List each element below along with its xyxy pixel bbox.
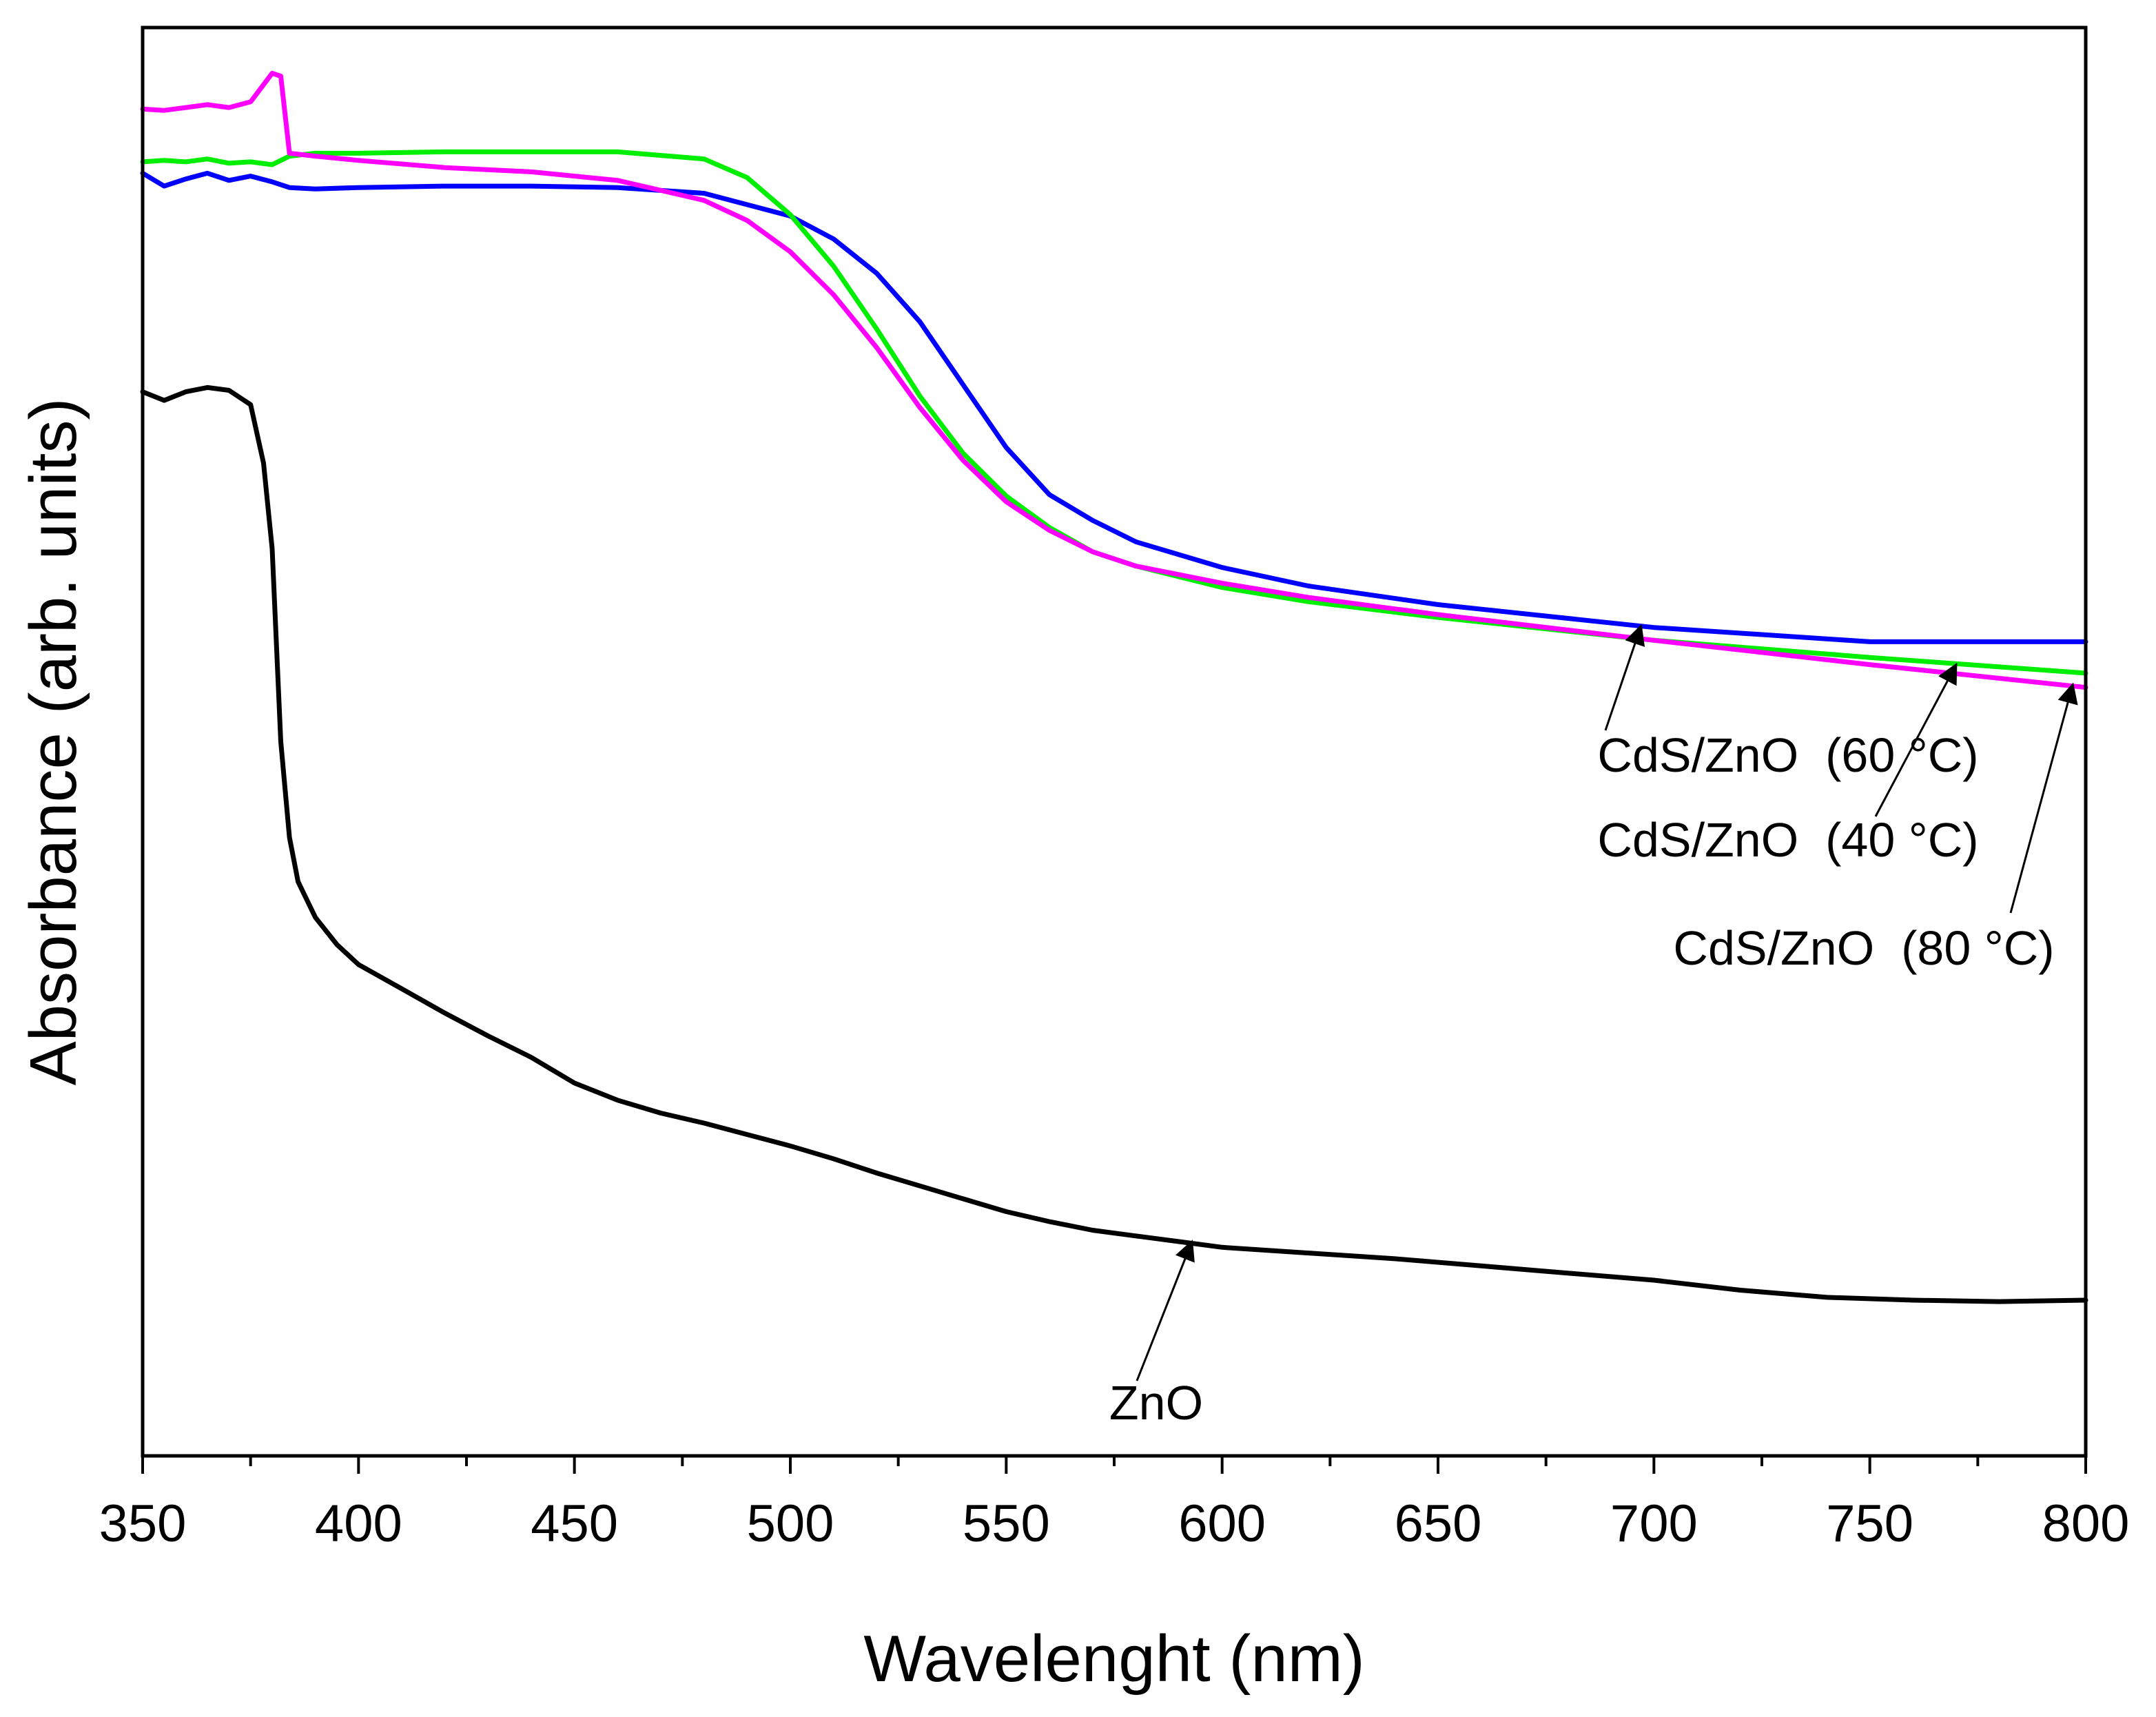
series-line-zno	[140, 384, 2088, 1304]
annotation-label-cds-zno-40-c: CdS/ZnO (40 °C)	[1597, 813, 1978, 867]
series-line-cds-zno-60-c	[140, 170, 2088, 644]
annotation-label-zno: ZnO	[1109, 1376, 1203, 1430]
x-tick-label: 800	[2042, 1494, 2130, 1553]
x-tick-label: 600	[1178, 1494, 1266, 1553]
series-line-cds-zno-40-c	[140, 149, 2088, 676]
x-tick-label: 350	[99, 1494, 187, 1553]
annotation-layer: ZnO CdS/ZnO (60 °C) CdS/ZnO (40 °C) CdS/ZnO…	[1109, 624, 2078, 1430]
x-tick-label: 450	[531, 1494, 618, 1553]
x-tick-label: 750	[1826, 1494, 1913, 1553]
series-line-cds-zno-80-c	[140, 70, 2088, 690]
annotation-label-cds-zno-80-c: CdS/ZnO (80 °C)	[1673, 921, 2054, 975]
x-tick-label: 700	[1610, 1494, 1698, 1553]
x-axis-title: Wavelenght (nm)	[863, 1622, 1364, 1696]
x-tick-label: 400	[315, 1494, 402, 1553]
y-axis-title: Absorbance (arb. units)	[17, 398, 90, 1086]
series-layer	[140, 70, 2088, 1304]
x-tick-label: 550	[963, 1494, 1050, 1553]
annotation-arrow-zno	[1136, 1240, 1195, 1381]
x-tick-label: 650	[1395, 1494, 1482, 1553]
annotation-arrow-cds-zno-60-c	[1604, 624, 1645, 731]
annotation-arrow-cds-zno-40-c	[1874, 662, 1958, 817]
x-tick-label: 500	[747, 1494, 834, 1553]
annotation-arrow-cds-zno-80-c	[2009, 682, 2078, 914]
x-ticks: 350 400 450 500 550 600 650 700 750 800	[99, 1456, 2130, 1553]
annotation-label-cds-zno-60-c: CdS/ZnO (60 °C)	[1597, 728, 1978, 782]
